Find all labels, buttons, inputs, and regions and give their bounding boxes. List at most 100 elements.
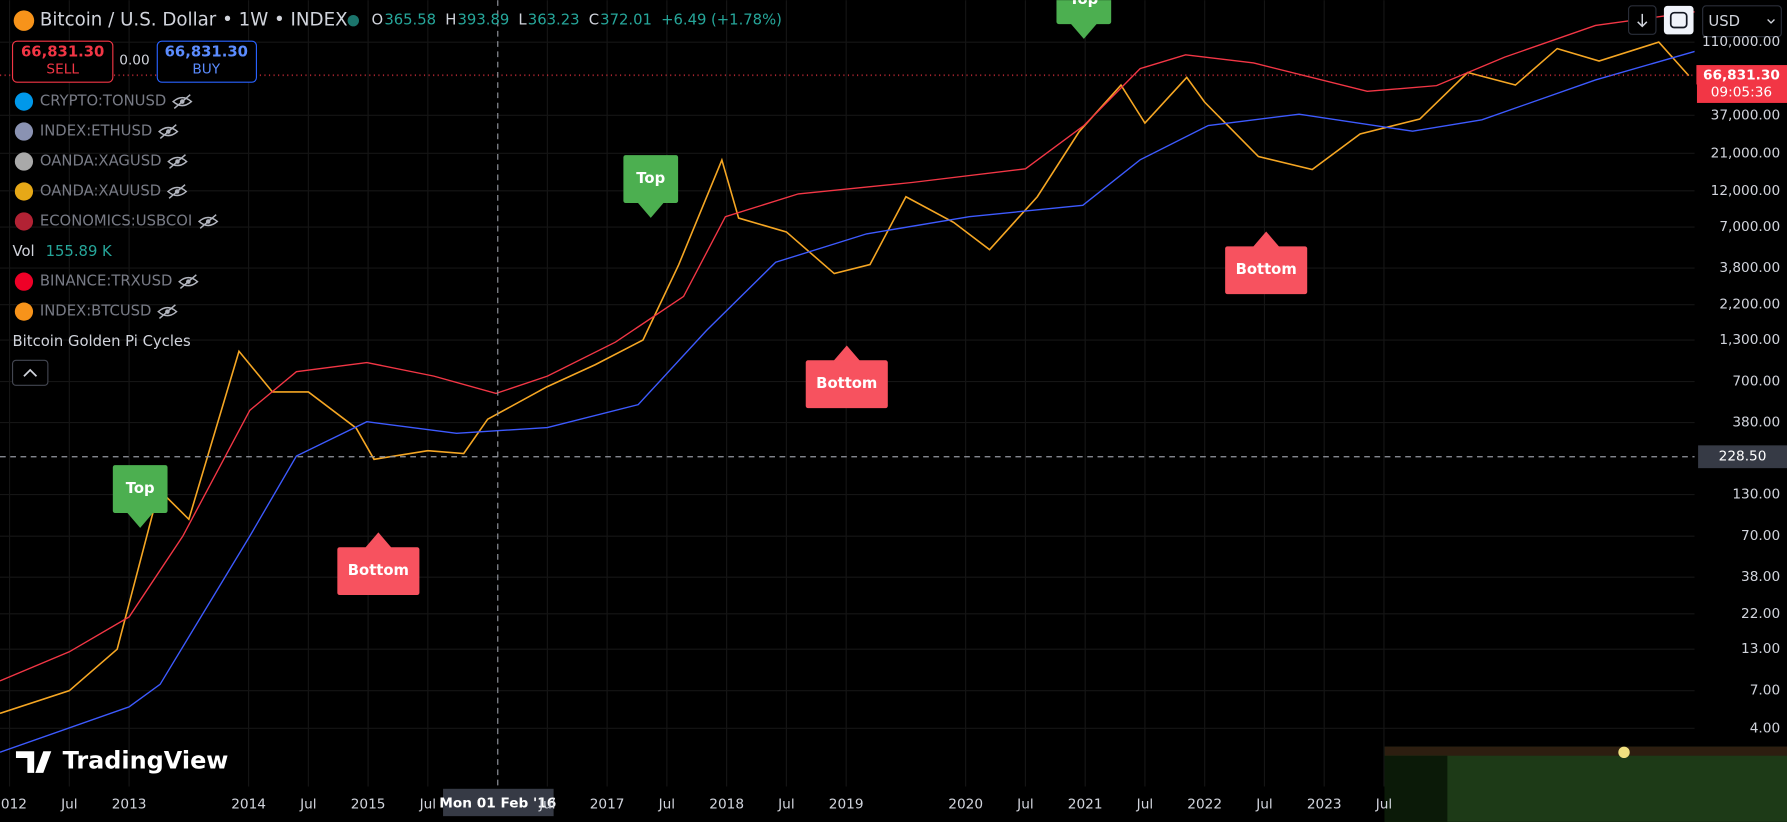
- signal-label: Top: [126, 480, 155, 497]
- down-arrow-icon: [1637, 13, 1648, 28]
- volume-value: 155.89 K: [46, 243, 113, 260]
- price-line: [0, 41, 1690, 715]
- x-tick-label: Jul: [1255, 797, 1272, 813]
- legend-symbol[interactable]: BINANCE:TRXUSD: [40, 273, 173, 290]
- legend-icon: [14, 212, 34, 231]
- y-tick-label: 2,200.00: [1719, 297, 1780, 313]
- hide-icon-pupil: [166, 129, 171, 134]
- y-tick-label: 12,000.00: [1711, 183, 1781, 199]
- last-price-box: [1696, 65, 1787, 103]
- y-tick-label: 7,000.00: [1719, 219, 1780, 235]
- change-percent: (+1.78%): [711, 12, 782, 29]
- x-tick-label: 2019: [829, 797, 864, 813]
- y-tick-label: 37,000.00: [1711, 107, 1781, 123]
- y-tick-label: 4.00: [1750, 720, 1780, 736]
- x-tick-label: 2014: [231, 797, 266, 813]
- legend-symbol[interactable]: INDEX:BTCUSD: [40, 303, 152, 320]
- y-tick-label: 380.00: [1732, 415, 1780, 431]
- y-tick-label: 38.00: [1741, 569, 1780, 585]
- signal-label: Top: [636, 170, 665, 187]
- ohlc-label: H: [445, 12, 456, 29]
- signal-label: Bottom: [348, 562, 409, 579]
- hide-icon-pupil: [175, 159, 180, 164]
- x-tick-label: Jul: [299, 797, 316, 813]
- hide-icon-pupil: [205, 219, 211, 224]
- x-tick-label: Jul: [1375, 797, 1392, 813]
- y-tick-label: 22.00: [1741, 606, 1780, 622]
- legend-symbol[interactable]: ECONOMICS:USBCOI: [40, 212, 192, 229]
- y-tick-label: 3,800.00: [1719, 260, 1780, 276]
- signal-label: Bottom: [1236, 261, 1297, 278]
- signal-box: [1056, 0, 1112, 25]
- x-tick-label: 2015: [351, 797, 386, 813]
- legend-icon: [14, 92, 34, 111]
- ohlc-label: C: [589, 12, 599, 29]
- logo-icon: [15, 751, 52, 773]
- crosshair-date: Mon 01 Feb '16: [439, 796, 556, 812]
- plot-area: Top Top Top Bottom Bottom Bottom: [0, 0, 1695, 787]
- y-tick-label: 21,000.00: [1711, 145, 1781, 161]
- symbol-title[interactable]: Bitcoin / U.S. Dollar • 1W • INDEX: [40, 10, 348, 31]
- signal-pointer: [833, 345, 861, 362]
- signal-label: Bottom: [816, 375, 877, 392]
- signal-pointer: [364, 532, 393, 549]
- y-tick-label: 13.00: [1741, 641, 1780, 657]
- spread: 0.00: [119, 53, 149, 69]
- x-tick-label: Jul: [658, 797, 675, 813]
- indicator-name[interactable]: Bitcoin Golden Pi Cycles: [13, 333, 191, 350]
- signal-box: [623, 155, 679, 204]
- legend-icon: [14, 152, 34, 171]
- legend-icon: [14, 272, 34, 291]
- signal-box: [1225, 246, 1308, 295]
- currency-dropdown[interactable]: [1702, 5, 1782, 38]
- signal-box: [805, 360, 888, 409]
- y-tick-label: 110,000.00: [1702, 34, 1780, 50]
- legend-symbol[interactable]: OANDA:XAGUSD: [40, 153, 162, 170]
- last-price-tag: 66,831.30: [1703, 68, 1780, 84]
- x-tick-label: Jul: [538, 797, 555, 813]
- hide-icon-pupil: [179, 99, 185, 104]
- grid: [0, 0, 1695, 787]
- sell-price: 66,831.30: [21, 44, 104, 61]
- signal-pointer: [1252, 231, 1280, 248]
- overlay: Bitcoin / U.S. Dollar • 1W • INDEX 66,83…: [11, 5, 1787, 822]
- y-tick-label: 1,300.00: [1719, 332, 1780, 348]
- chevron-icon: [23, 368, 38, 377]
- sell-button[interactable]: [11, 40, 114, 83]
- dropdown-caret: [1767, 19, 1775, 24]
- hide-icon-pupil: [186, 279, 191, 284]
- fullscreen-button[interactable]: [1663, 5, 1694, 35]
- fullscreen-icon: [1669, 11, 1688, 29]
- signal-pointer: [1070, 22, 1098, 39]
- signal-box: [337, 547, 420, 596]
- legend-symbol[interactable]: CRYPTO:TONUSD: [40, 93, 166, 110]
- legend-symbol[interactable]: INDEX:ETHUSD: [40, 123, 152, 140]
- collapse-button[interactable]: [11, 359, 49, 386]
- crosshair-price: 228.50: [1719, 449, 1767, 465]
- x-tick-label: 2018: [709, 797, 744, 813]
- watermark[interactable]: TradingView: [63, 746, 229, 774]
- x-tick-label: 2021: [1068, 797, 1103, 813]
- signal-pointer: [126, 511, 154, 528]
- x-tick-label: 2017: [590, 797, 625, 813]
- signal-label: Top: [1069, 0, 1098, 8]
- currency-label: USD: [1708, 13, 1740, 30]
- price-line: [0, 50, 1695, 753]
- price-line: [0, 11, 1695, 682]
- signal-pointer: [637, 201, 665, 218]
- x-tick-label: 2023: [1307, 797, 1342, 813]
- legend-symbol[interactable]: OANDA:XAUUSD: [40, 182, 161, 199]
- ohlc-label: L: [518, 12, 527, 29]
- legend-icon: [14, 302, 34, 321]
- bar-countdown: 09:05:36: [1711, 85, 1772, 101]
- x-tick-label: Jul: [1136, 797, 1153, 813]
- buy-price: 66,831.30: [165, 44, 248, 61]
- market-status: [347, 14, 359, 27]
- crosshair-date-box: [443, 788, 554, 817]
- buy-button[interactable]: [156, 40, 257, 83]
- video-thumbnail[interactable]: [1384, 746, 1787, 822]
- symbol-icon: [13, 10, 35, 31]
